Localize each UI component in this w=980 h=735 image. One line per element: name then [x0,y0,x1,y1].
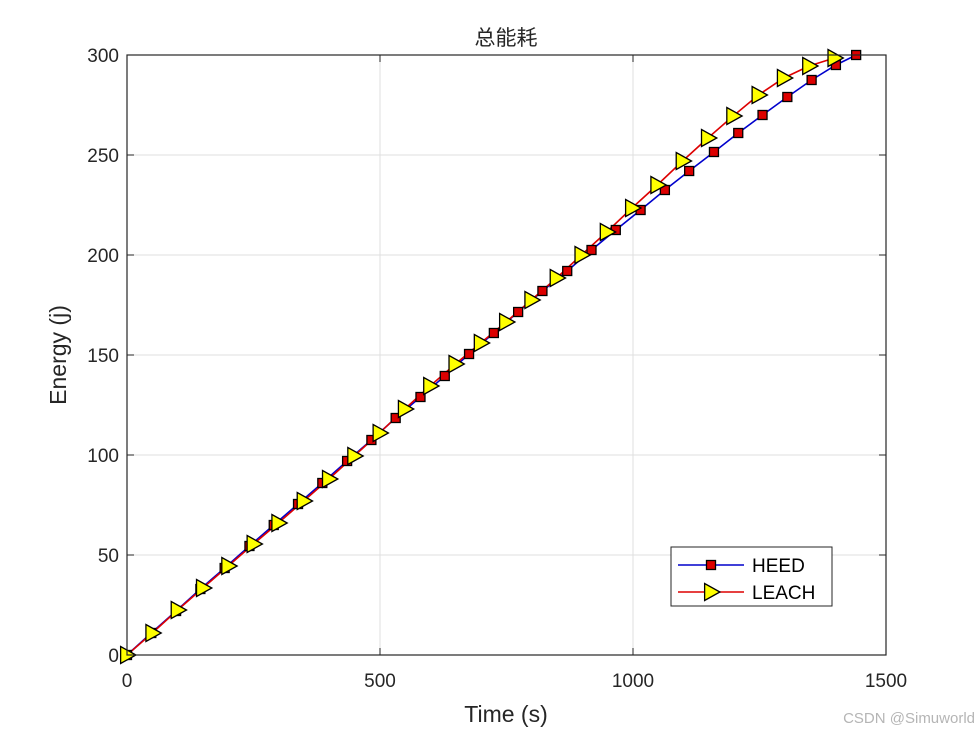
y-tick-label: 50 [98,546,119,567]
data-point-leach [221,556,239,576]
data-point-leach [524,290,542,310]
data-point-leach [549,268,567,288]
y-tick-label: 100 [87,446,119,467]
x-tick-label: 1500 [865,671,907,692]
legend-marker-heed [705,559,717,571]
data-point-heed [439,370,450,382]
legend-box [670,546,833,607]
data-point-leach [802,56,820,76]
data-point-heed [415,391,426,403]
legend-label-leach: LEACH [752,583,815,604]
data-point-leach [624,198,643,218]
y-tick-label: 0 [108,646,119,667]
data-point-leach [195,578,214,598]
data-point-heed [733,127,744,139]
data-point-heed [463,348,475,360]
chart-title: 总能耗 [475,26,538,50]
axis-ticks: 0 500 1000 1500 0 50 100 150 200 250 300 [87,46,907,692]
legend-label-heed: HEED [752,556,805,577]
x-tick-label: 500 [364,671,396,692]
watermark: CSDN @Simuworld [843,710,975,727]
y-tick-label: 300 [87,46,119,67]
x-axis-title: Time (s) [464,701,547,727]
data-point-leach [296,491,314,511]
data-point-leach [145,623,163,643]
legend-marker-shape [703,582,722,602]
y-tick-label: 200 [87,246,119,267]
data-point-heed [586,244,597,256]
y-axis-title: Energy (j) [45,305,71,405]
data-point-heed [562,265,573,277]
data-point-heed [757,109,768,121]
y-tick-label: 250 [87,146,119,167]
data-point-leach [574,245,592,265]
data-point-leach [599,222,617,242]
data-point-leach [372,423,390,443]
data-point-leach [751,85,769,105]
data-point-leach [726,106,744,126]
x-tick-label: 1000 [612,671,654,692]
series-layer [119,48,862,665]
data-point-heed [708,146,720,158]
data-point-leach [827,48,845,68]
series-markers-leach [119,48,845,665]
data-point-leach [321,469,340,489]
data-point-leach [700,128,719,148]
data-point-heed [512,306,524,318]
data-point-leach [675,151,693,171]
data-point-heed [782,91,793,103]
y-tick-label: 150 [87,346,119,367]
data-point-leach [423,376,441,396]
data-point-heed [537,285,548,297]
data-point-leach [776,68,795,88]
data-point-leach [397,399,416,419]
legend-marker-leach [703,582,722,602]
data-point-leach [170,600,188,620]
data-point-heed [684,165,695,177]
data-point-heed [488,327,500,339]
data-point-leach [650,175,668,195]
data-point-leach [246,534,264,554]
data-point-leach [473,333,491,353]
data-point-leach [448,354,466,374]
legend-marker-shape [705,559,717,571]
legend: HEED LEACH [670,546,833,607]
data-point-leach [347,446,365,466]
data-point-heed [390,412,401,424]
data-point-leach [498,312,517,332]
data-point-heed [806,74,817,86]
data-point-leach [271,513,289,533]
x-tick-label: 0 [122,671,133,692]
